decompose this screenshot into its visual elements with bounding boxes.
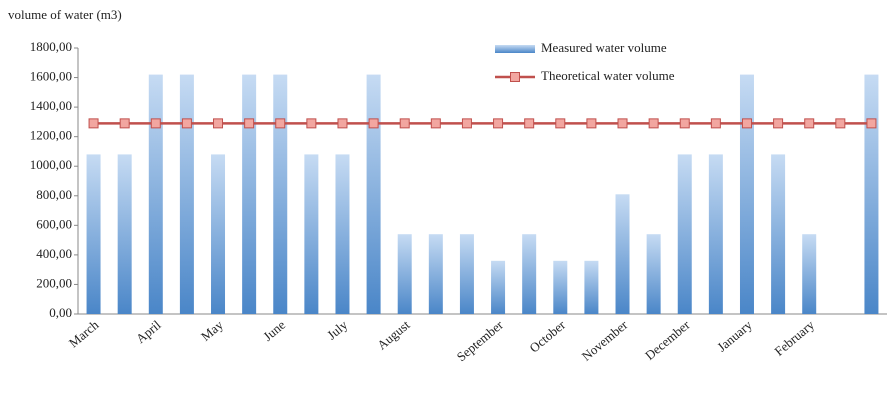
bar (491, 260, 506, 314)
line-marker (679, 118, 690, 129)
x-tick-label: September (454, 317, 507, 365)
y-tick-label: 400,00 (36, 246, 72, 261)
line-marker (306, 118, 317, 129)
bar (397, 234, 412, 314)
y-tick-label: 800,00 (36, 187, 72, 202)
legend-label: Theoretical water volume (541, 68, 675, 83)
y-tick-label: 1800,00 (30, 39, 72, 54)
bar (771, 154, 786, 314)
bar (864, 74, 879, 314)
bar (211, 154, 226, 314)
bar (366, 74, 381, 314)
x-tick-label: January (714, 317, 755, 355)
y-tick-label: 0,00 (49, 305, 72, 320)
y-tick-label: 1400,00 (30, 98, 72, 113)
bar (86, 154, 101, 314)
bar (459, 234, 474, 314)
y-tick-label: 1000,00 (30, 157, 72, 172)
bar (802, 234, 817, 314)
bar (148, 74, 163, 314)
line-marker (88, 118, 99, 129)
line-marker (524, 118, 535, 129)
x-tick-label: July (324, 317, 351, 343)
line-marker (648, 118, 659, 129)
bar (615, 194, 630, 314)
bar (335, 154, 350, 314)
bar (708, 154, 723, 314)
legend-swatch (495, 45, 535, 53)
bar (677, 154, 692, 314)
line-marker (835, 118, 846, 129)
line-marker (430, 118, 441, 129)
bar (553, 260, 568, 314)
x-tick-label: June (260, 317, 288, 344)
line-marker (150, 118, 161, 129)
y-tick-label: 1600,00 (30, 69, 72, 84)
line-marker (741, 118, 752, 129)
line-marker (337, 118, 348, 129)
bar (739, 74, 754, 314)
y-tick-label: 200,00 (36, 275, 72, 290)
x-tick-label: December (642, 317, 693, 363)
bar (428, 234, 443, 314)
bar (646, 234, 661, 314)
line-marker (804, 118, 815, 129)
x-tick-label: November (579, 317, 631, 364)
bar (117, 154, 132, 314)
y-tick-label: 1200,00 (30, 128, 72, 143)
legend-label: Measured water volume (541, 40, 667, 55)
line-marker (181, 118, 192, 129)
line-marker (368, 118, 379, 129)
bar (273, 74, 288, 314)
x-tick-label: February (771, 317, 817, 359)
line-marker (617, 118, 628, 129)
legend-marker (510, 72, 520, 82)
bar (179, 74, 194, 314)
bar (584, 260, 599, 314)
x-tick-label: August (374, 317, 413, 353)
bar (242, 74, 257, 314)
line-marker (213, 118, 224, 129)
y-axis-label: volume of water (m3) (8, 7, 122, 22)
line-marker (866, 118, 877, 129)
line-marker (586, 118, 597, 129)
x-tick-label: October (526, 317, 568, 356)
line-marker (461, 118, 472, 129)
line-marker (399, 118, 410, 129)
x-tick-label: March (66, 317, 102, 351)
bar (304, 154, 319, 314)
line-marker (555, 118, 566, 129)
line-marker (493, 118, 504, 129)
line-marker (773, 118, 784, 129)
y-tick-label: 600,00 (36, 216, 72, 231)
x-tick-label: May (198, 317, 226, 344)
line-marker (275, 118, 286, 129)
line-marker (710, 118, 721, 129)
line-marker (119, 118, 130, 129)
x-tick-label: April (133, 317, 164, 346)
line-marker (244, 118, 255, 129)
bar (522, 234, 537, 314)
